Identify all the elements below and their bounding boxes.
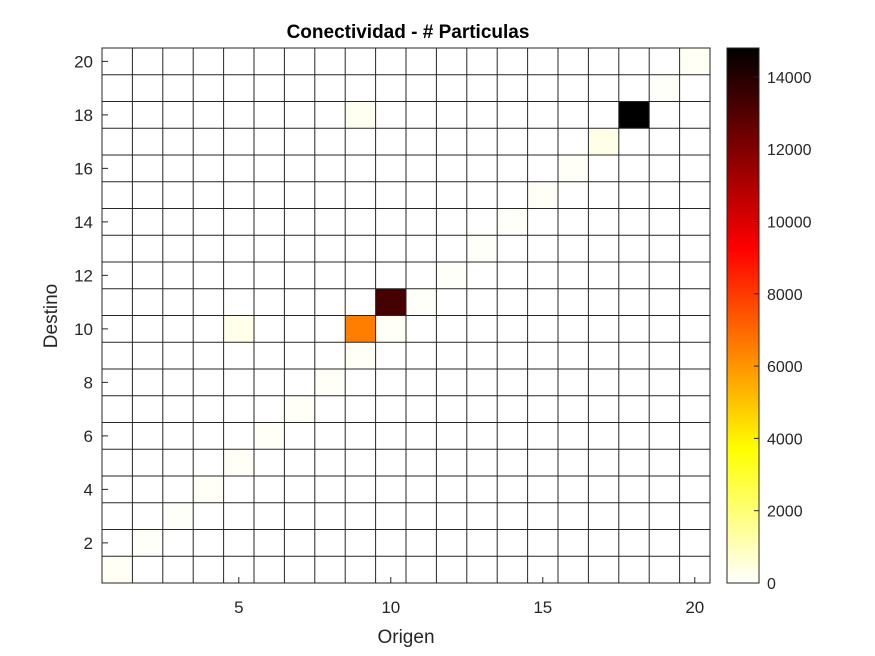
x-axis-ticks: 5 10 15 20 [234,577,704,617]
heatmap-cell [436,262,467,289]
y-tick-label: 20 [74,52,93,71]
y-tick-label: 16 [74,159,93,178]
y-axis-label: Destino [41,284,62,348]
heatmap-cell [679,48,710,75]
heatmap-cell [102,556,133,583]
x-tick-label: 20 [685,598,704,617]
colorbar-tick-label: 0 [767,576,776,593]
heatmap-cell [162,502,194,530]
heatmap-cell [406,288,437,316]
heatmap-cell [375,288,406,316]
y-tick-label: 8 [84,373,93,392]
colorbar-tick-label: 12000 [767,142,812,159]
heatmap-cell [527,181,558,209]
x-tick-label: 5 [234,598,243,617]
colorbar-tick-label: 8000 [767,287,803,304]
chart-title: Conectividad - # Particulas [287,22,530,43]
y-tick-label: 18 [74,106,93,125]
heatmap-cell [314,369,346,396]
heatmap-cell [649,74,680,102]
heatmap-cell [345,315,376,343]
x-axis-label: Origen [377,627,434,648]
heatmap-cell [618,101,650,129]
heatmap-cell [345,342,376,369]
y-tick-label: 4 [84,480,93,499]
heatmap-cell [193,476,224,503]
y-tick-label: 10 [74,320,93,339]
heatmap-cell [375,315,406,343]
heatmap-cell [223,449,254,476]
colorbar-tick-label: 6000 [767,359,803,376]
y-tick-label: 14 [74,213,93,232]
colorbar-tick-label: 2000 [767,504,803,521]
plot-frame [101,47,711,584]
heatmap-cell [466,235,498,262]
x-tick-label: 10 [381,598,400,617]
y-tick-label: 6 [84,427,93,446]
colorbar-ticks: 0 2000 4000 6000 8000 10000 12000 14000 [754,70,812,593]
heatmap-cell [558,155,589,182]
heatmap-cell [223,315,254,343]
y-tick-label: 12 [74,266,93,285]
x-tick-label: 15 [533,598,552,617]
heatmap-cell [497,208,528,236]
heatmap-cell [345,101,376,129]
colorbar-tick-label: 10000 [767,215,812,232]
heatmap-cell [588,128,619,155]
colorbar [726,47,760,584]
colorbar-tick-label: 4000 [767,431,803,448]
y-axis-ticks: 2 4 6 8 10 12 14 16 18 20 [74,52,108,553]
y-tick-label: 2 [84,534,93,553]
heatmap-cell [254,422,285,450]
colorbar-tick-label: 14000 [767,70,812,87]
heatmap-cell [284,395,315,423]
heatmap-cell [132,529,163,557]
grid-lines [101,47,711,584]
